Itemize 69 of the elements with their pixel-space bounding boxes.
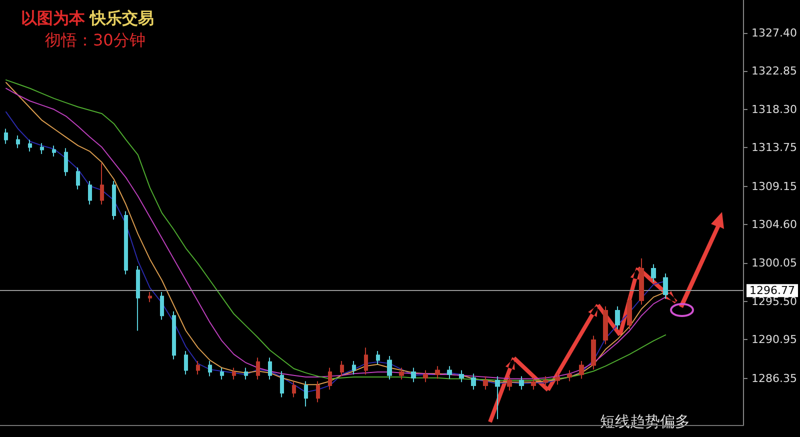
candlestick <box>304 380 308 407</box>
candlestick <box>543 376 548 387</box>
candlestick <box>531 377 536 390</box>
candlestick <box>579 360 584 380</box>
y-tick-label: 1286.35 <box>752 372 798 385</box>
candlestick <box>603 306 608 345</box>
text: 以图为本 快乐交易 <box>21 8 154 28</box>
candlestick <box>627 296 632 330</box>
y-tick-label: 1322.85 <box>752 64 798 78</box>
candlestick <box>220 367 224 380</box>
candlestick <box>555 372 560 386</box>
candlestick <box>64 148 68 176</box>
candlestick <box>160 292 164 320</box>
candlestick <box>172 310 176 360</box>
candlestick <box>328 367 332 390</box>
candlestick <box>639 258 644 306</box>
candlestick <box>88 180 92 206</box>
candlestick <box>651 264 656 282</box>
candlestick <box>76 166 80 190</box>
candlestick <box>16 134 20 149</box>
candlestick <box>100 162 104 206</box>
candlestick <box>471 373 476 390</box>
candlestick <box>507 376 512 391</box>
candlestick <box>387 355 392 380</box>
candlestick <box>52 145 56 158</box>
y-tick-label: 1313.75 <box>752 141 798 154</box>
candlestick <box>136 265 140 332</box>
candlestick <box>232 367 236 380</box>
y-tick-label: 1309.15 <box>752 180 798 193</box>
candlestick <box>268 357 272 380</box>
candlestick <box>447 366 452 380</box>
candlestick <box>340 360 344 377</box>
candlestick <box>519 376 524 390</box>
candlestick <box>423 370 428 383</box>
y-tick-label: 1300.05 <box>752 256 798 270</box>
candlestick <box>28 139 32 152</box>
candlestick <box>208 360 212 377</box>
candlestick <box>184 350 188 376</box>
candlestick <box>148 292 152 303</box>
candlestick <box>292 380 296 398</box>
candlestick <box>4 128 8 144</box>
candlestick <box>376 350 380 365</box>
candlestick <box>352 360 356 376</box>
y-tick-label: 1327.40 <box>752 26 798 40</box>
text: 彻悟：30分钟 <box>45 30 146 50</box>
candlestick <box>244 367 248 380</box>
candlestick <box>112 180 116 220</box>
candlestick <box>196 360 200 376</box>
candlestick <box>364 347 368 376</box>
y-tick-label: 1290.95 <box>752 333 798 346</box>
candlestick <box>663 273 668 300</box>
y-tick-label: 1318.30 <box>752 102 798 116</box>
ref-line-label: 1296.77 <box>750 284 796 298</box>
candlestick <box>40 142 44 155</box>
candlestick <box>256 357 260 380</box>
candlestick <box>399 367 404 380</box>
candlestick <box>280 370 284 398</box>
y-tick-label: 1304.60 <box>752 218 798 232</box>
candlestick <box>435 366 440 380</box>
y-tick-label: 1295.50 <box>752 294 798 308</box>
candlestick <box>591 335 596 370</box>
candlestick <box>411 367 416 383</box>
candlestick <box>495 376 500 420</box>
candlestick <box>483 376 488 390</box>
candlestick <box>316 380 320 403</box>
candlestick <box>567 370 572 382</box>
candlestick <box>459 370 464 383</box>
candlestick <box>124 210 128 275</box>
candlestick <box>615 306 620 330</box>
